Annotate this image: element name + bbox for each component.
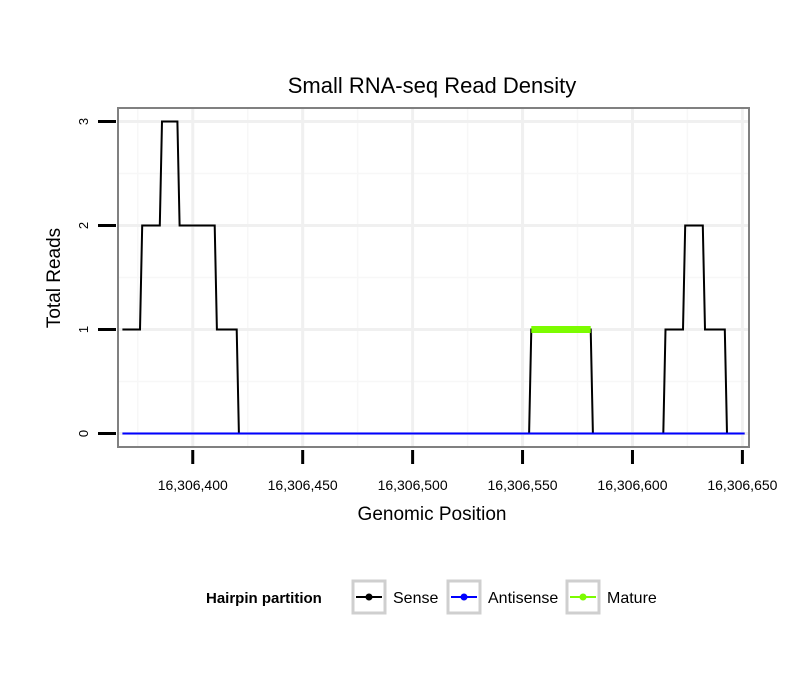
x-tick-label: 16,306,400 [158,477,228,493]
x-tick-label: 16,306,450 [268,477,338,493]
legend-title: Hairpin partition [206,590,322,607]
legend-key-sense [351,579,387,615]
chart-title: Small RNA-seq Read Density [288,73,577,98]
y-tick-label: 3 [76,118,91,125]
y-tick-label: 0 [76,430,91,437]
grid-major [118,108,749,447]
series-layer [122,120,745,435]
legend-label-sense: Sense [393,590,438,607]
y-axis-label: Total Reads [44,228,65,328]
y-axis: 0 1 2 3 [76,118,116,437]
x-axis-label: Genomic Position [358,504,507,525]
x-tick-label: 16,306,550 [488,477,558,493]
legend: Hairpin partition Sense Antisense Mature [206,579,657,615]
series-line-sense [122,120,745,435]
legend-key-mature [565,579,601,615]
y-tick-label: 2 [76,222,91,229]
x-tick-label: 16,306,650 [707,477,777,493]
x-tick-label: 16,306,500 [378,477,448,493]
legend-key-antisense [446,579,482,615]
x-axis: 16,306,400 16,306,450 16,306,500 16,306,550… [158,450,778,493]
grid-minor [118,108,749,447]
y-tick-label: 1 [76,326,91,333]
legend-label-mature: Mature [607,590,657,607]
legend-label-antisense: Antisense [488,590,558,607]
x-tick-label: 16,306,600 [597,477,667,493]
plot-panel-border [117,107,750,448]
